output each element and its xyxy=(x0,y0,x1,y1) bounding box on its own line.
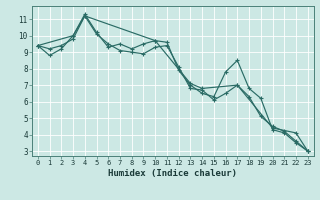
X-axis label: Humidex (Indice chaleur): Humidex (Indice chaleur) xyxy=(108,169,237,178)
